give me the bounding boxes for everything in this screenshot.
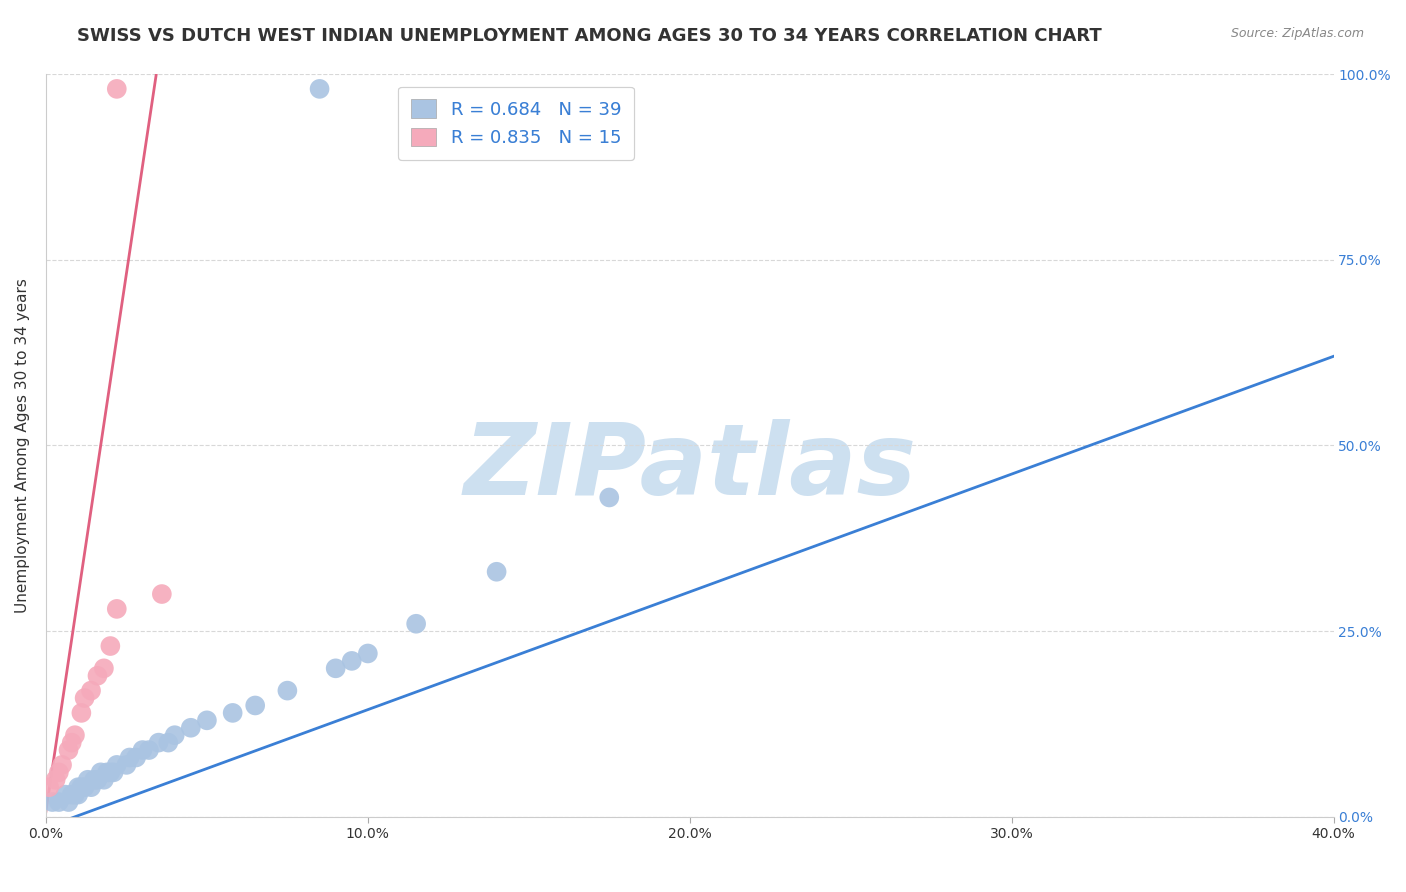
Point bbox=[105, 82, 128, 96]
Point bbox=[98, 639, 121, 653]
Point bbox=[76, 772, 98, 787]
Point bbox=[80, 683, 103, 698]
Point bbox=[105, 758, 128, 772]
Point bbox=[93, 661, 115, 675]
Point bbox=[148, 736, 170, 750]
Point bbox=[485, 565, 508, 579]
Point bbox=[90, 765, 112, 780]
Point bbox=[125, 750, 148, 764]
Point bbox=[150, 587, 173, 601]
Point bbox=[245, 698, 267, 713]
Y-axis label: Unemployment Among Ages 30 to 34 years: Unemployment Among Ages 30 to 34 years bbox=[15, 278, 30, 613]
Point bbox=[131, 743, 153, 757]
Point bbox=[51, 758, 73, 772]
Point bbox=[73, 780, 96, 794]
Point bbox=[48, 765, 70, 780]
Point bbox=[67, 788, 90, 802]
Text: Source: ZipAtlas.com: Source: ZipAtlas.com bbox=[1230, 27, 1364, 40]
Point bbox=[73, 691, 96, 706]
Point bbox=[598, 491, 620, 505]
Legend: R = 0.684   N = 39, R = 0.835   N = 15: R = 0.684 N = 39, R = 0.835 N = 15 bbox=[398, 87, 634, 160]
Point bbox=[195, 714, 218, 728]
Point bbox=[70, 706, 93, 720]
Point bbox=[96, 765, 118, 780]
Point bbox=[58, 795, 80, 809]
Point bbox=[38, 780, 60, 794]
Point bbox=[325, 661, 347, 675]
Point bbox=[86, 772, 108, 787]
Point bbox=[308, 82, 330, 96]
Point bbox=[340, 654, 363, 668]
Point bbox=[80, 780, 103, 794]
Point bbox=[83, 772, 105, 787]
Point bbox=[157, 736, 180, 750]
Point bbox=[180, 721, 202, 735]
Point bbox=[41, 795, 63, 809]
Point bbox=[70, 780, 93, 794]
Text: SWISS VS DUTCH WEST INDIAN UNEMPLOYMENT AMONG AGES 30 TO 34 YEARS CORRELATION CH: SWISS VS DUTCH WEST INDIAN UNEMPLOYMENT … bbox=[77, 27, 1102, 45]
Point bbox=[93, 772, 115, 787]
Point bbox=[118, 750, 141, 764]
Point bbox=[86, 669, 108, 683]
Point bbox=[221, 706, 243, 720]
Point bbox=[63, 728, 86, 742]
Point bbox=[163, 728, 186, 742]
Point bbox=[58, 743, 80, 757]
Point bbox=[276, 683, 298, 698]
Point bbox=[48, 795, 70, 809]
Point bbox=[63, 788, 86, 802]
Point bbox=[53, 788, 76, 802]
Point bbox=[60, 788, 83, 802]
Point bbox=[115, 758, 138, 772]
Point bbox=[67, 780, 90, 794]
Text: ZIPatlas: ZIPatlas bbox=[463, 419, 917, 516]
Point bbox=[138, 743, 160, 757]
Point bbox=[405, 616, 427, 631]
Point bbox=[98, 765, 121, 780]
Point bbox=[105, 602, 128, 616]
Point bbox=[45, 772, 67, 787]
Point bbox=[357, 647, 380, 661]
Point bbox=[60, 736, 83, 750]
Point bbox=[103, 765, 125, 780]
